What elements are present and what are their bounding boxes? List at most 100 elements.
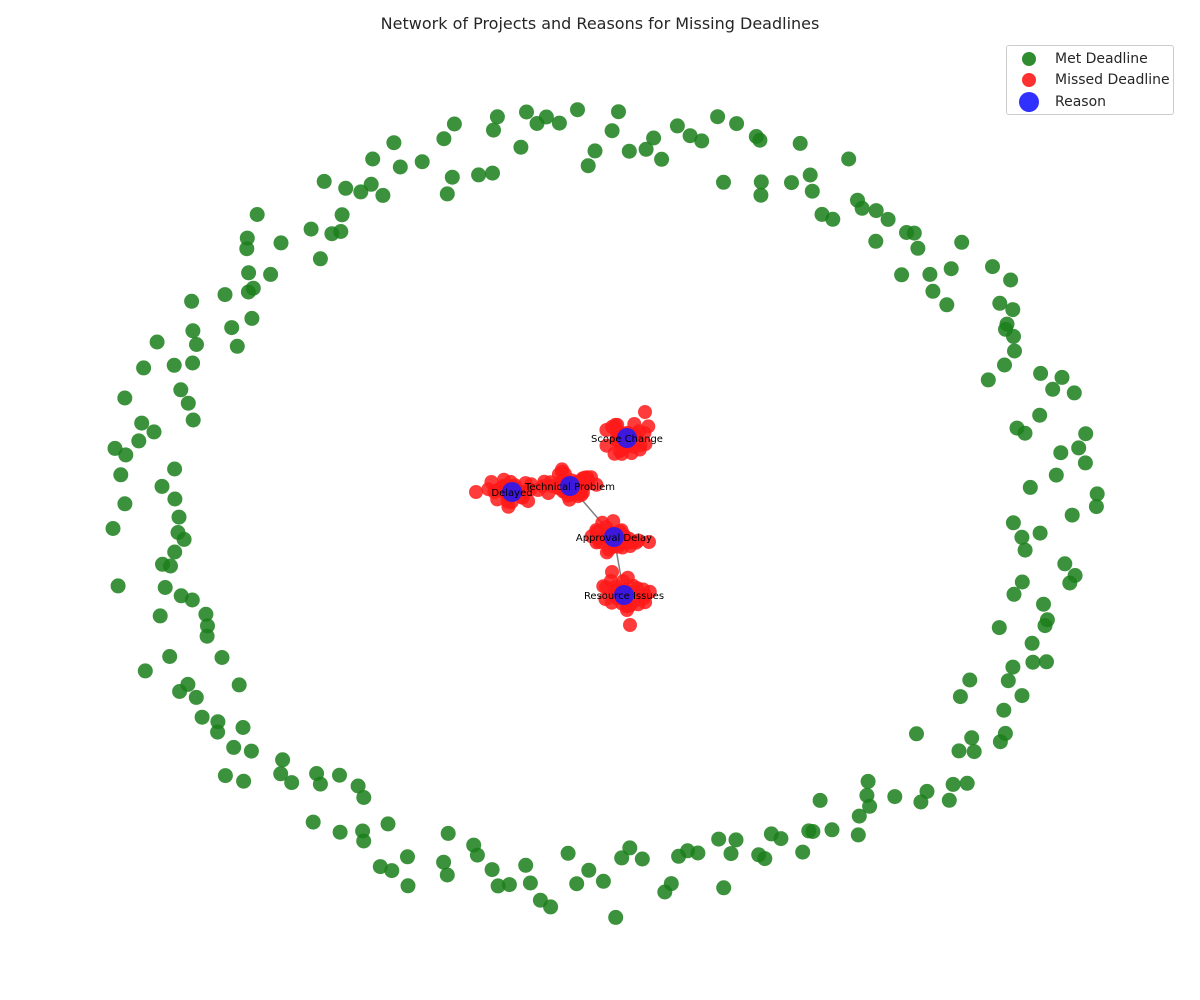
met-deadline-node: [338, 181, 353, 196]
met-deadline-node: [447, 117, 462, 132]
met-deadline-node: [909, 726, 924, 741]
met-deadline-node: [393, 160, 408, 175]
met-deadline-node: [1007, 587, 1022, 602]
met-deadline-node: [1006, 329, 1021, 344]
met-deadline-node: [365, 152, 380, 167]
met-deadline-node: [852, 809, 867, 824]
met-deadline-node: [333, 224, 348, 239]
met-deadline-node: [611, 104, 626, 119]
met-deadline-node: [1071, 440, 1086, 455]
met-deadline-node: [569, 876, 584, 891]
met-deadline-node: [764, 826, 779, 841]
met-deadline-node: [113, 467, 128, 482]
missed-deadline-node: [620, 603, 634, 617]
met-deadline-node: [155, 557, 170, 572]
met-deadline-node: [825, 822, 840, 837]
met-deadline-node: [171, 525, 186, 540]
met-deadline-node: [184, 294, 199, 309]
reason-label: Delayed: [491, 488, 532, 499]
missed-deadline-node: [623, 618, 637, 632]
met-deadline-node: [400, 849, 415, 864]
met-deadline-node: [134, 416, 149, 431]
met-deadline-node: [172, 510, 187, 525]
met-deadline-node: [552, 116, 567, 131]
met-deadline-node: [351, 779, 366, 794]
met-deadline-node: [111, 578, 126, 593]
met-deadline-node: [386, 135, 401, 150]
met-deadline-node: [401, 878, 416, 893]
met-deadline-node: [985, 259, 1000, 274]
met-deadline-node: [561, 846, 576, 861]
met-deadline-node: [485, 862, 500, 877]
met-deadline-node: [539, 110, 554, 125]
met-deadline-node: [195, 710, 210, 725]
met-deadline-node: [136, 360, 151, 375]
met-deadline-node: [246, 281, 261, 296]
met-deadline-node: [946, 777, 961, 792]
met-deadline-node: [694, 133, 709, 148]
met-deadline-node: [436, 855, 451, 870]
met-deadline-node: [466, 838, 481, 853]
met-deadline-node: [710, 109, 725, 124]
met-deadline-node: [922, 267, 937, 282]
met-deadline-node: [622, 144, 637, 159]
met-deadline-node: [167, 358, 182, 373]
met-deadline-node: [333, 825, 348, 840]
met-deadline-node: [355, 824, 370, 839]
legend: Met Deadline Missed Deadline Reason: [1006, 45, 1174, 115]
met-deadline-node: [657, 885, 672, 900]
met-deadline-node: [273, 766, 288, 781]
met-deadline-node: [1078, 426, 1093, 441]
met-deadline-node: [440, 186, 455, 201]
met-deadline-node: [147, 424, 162, 439]
met-deadline-node: [716, 175, 731, 190]
met-deadline-node: [485, 166, 500, 181]
met-deadline-node: [851, 827, 866, 842]
met-deadline-node: [784, 175, 799, 190]
met-deadline-node: [150, 335, 165, 350]
met-deadline-node: [992, 296, 1007, 311]
met-deadline-node: [210, 714, 225, 729]
met-deadline-node: [230, 339, 245, 354]
met-deadline-node: [1038, 618, 1053, 633]
met-deadline-node: [445, 170, 460, 185]
met-deadline-node: [925, 284, 940, 299]
met-deadline-node: [162, 649, 177, 664]
met-deadline-node: [570, 102, 585, 117]
reason-label: Resource Issues: [584, 591, 664, 602]
met-deadline-node: [174, 588, 189, 603]
met-deadline-node: [274, 235, 289, 250]
met-deadline-node: [226, 740, 241, 755]
met-deadline-node: [942, 793, 957, 808]
met-deadline-node: [523, 876, 538, 891]
met-deadline-node: [910, 241, 925, 256]
met-deadline-node: [1089, 499, 1104, 514]
met-deadline-node: [1025, 636, 1040, 651]
met-deadline-node: [962, 673, 977, 688]
met-deadline-node: [155, 479, 170, 494]
met-deadline-node: [1053, 445, 1068, 460]
met-deadline-node: [753, 188, 768, 203]
met-deadline-node: [1015, 688, 1030, 703]
met-deadline-node: [533, 893, 548, 908]
met-deadline-node: [1014, 530, 1029, 545]
met-deadline-node: [992, 620, 1007, 635]
met-deadline-node: [952, 743, 967, 758]
met-deadline-node: [240, 231, 255, 246]
met-deadline-node: [1015, 575, 1030, 590]
met-deadline-node: [801, 823, 816, 838]
met-deadline-node: [944, 261, 959, 276]
met-deadline-node: [218, 287, 233, 302]
met-deadline-node: [1055, 370, 1070, 385]
met-deadline-node: [711, 832, 726, 847]
met-deadline-node: [1023, 480, 1038, 495]
met-deadline-node: [646, 131, 661, 146]
met-deadline-node: [275, 752, 290, 767]
met-deadline-node: [729, 116, 744, 131]
met-deadline-node: [244, 744, 259, 759]
met-nodes-layer: [106, 102, 1105, 925]
met-deadline-node: [441, 826, 456, 841]
met-deadline-node: [198, 607, 213, 622]
met-deadline-node: [960, 776, 975, 791]
